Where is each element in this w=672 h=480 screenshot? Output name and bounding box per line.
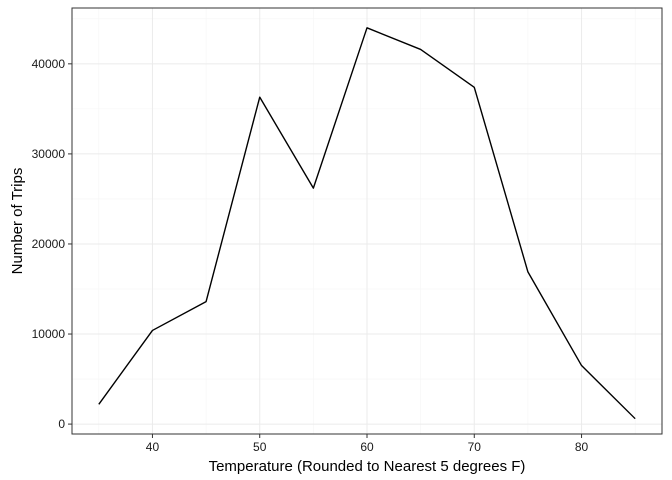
x-axis-title: Temperature (Rounded to Nearest 5 degree…	[209, 458, 526, 475]
y-tick-label: 10000	[32, 327, 66, 341]
x-tick-label: 40	[146, 440, 160, 454]
y-tick-label: 20000	[32, 237, 66, 251]
y-tick-label: 30000	[32, 147, 66, 161]
x-tick-label: 50	[253, 440, 267, 454]
y-axis-title: Number of Trips	[9, 168, 26, 275]
y-tick-label: 40000	[32, 57, 66, 71]
y-tick-label: 0	[58, 417, 65, 431]
x-tick-label: 60	[360, 440, 374, 454]
x-tick-label: 70	[468, 440, 482, 454]
x-tick-label: 80	[575, 440, 589, 454]
